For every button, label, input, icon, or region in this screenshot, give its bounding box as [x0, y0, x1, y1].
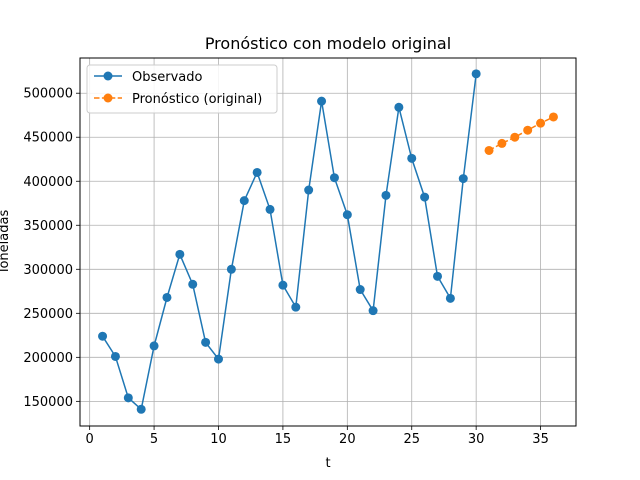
x-axis-ticks: 0 5 10 15 20 25 30 35: [86, 426, 549, 447]
plot-area-frame: [79, 57, 577, 427]
series-0-point: [188, 279, 198, 289]
series-0-point: [368, 306, 378, 316]
series-1-point: [510, 132, 520, 142]
y-tick-label: 350000: [23, 219, 73, 234]
series-1-point: [536, 118, 546, 128]
legend-label-pronostico: Pronóstico (original): [132, 92, 262, 107]
series-0-point: [98, 331, 108, 341]
series-1-point: [484, 145, 494, 155]
series-0-point: [239, 196, 249, 206]
series-0-point: [136, 404, 146, 414]
x-tick-label: 20: [339, 432, 356, 447]
y-tick-label: 200000: [23, 351, 73, 366]
series-0-point: [162, 292, 172, 302]
series-1-point: [497, 138, 507, 148]
series-1-point: [548, 112, 558, 122]
series-0-point: [226, 264, 236, 274]
legend-marker-pronostico: [103, 93, 113, 103]
y-axis-ticks: 150000 200000 250000 300000 350000 400000 4500…: [23, 87, 80, 410]
series-0-point: [381, 190, 391, 200]
y-axis-label: Toneladas: [0, 210, 12, 276]
series-0-point: [149, 341, 159, 351]
series-0-point: [407, 153, 417, 163]
series-0-point: [265, 204, 275, 214]
legend-frame: [86, 64, 278, 114]
series-0-point: [252, 167, 262, 177]
x-tick-label: 25: [403, 432, 420, 447]
y-tick-label: 500000: [23, 87, 73, 102]
legend-label-observado: Observado: [132, 70, 203, 85]
series-0-point: [355, 285, 365, 295]
x-tick-label: 30: [468, 432, 485, 447]
legend-marker-observado: [103, 71, 113, 81]
series-0-point: [213, 354, 223, 364]
legend: Observado Pronóstico (original): [86, 64, 278, 114]
chart-title: Pronóstico con modelo original: [205, 34, 451, 53]
series-1-point: [523, 125, 533, 135]
series-0-point: [394, 102, 404, 112]
x-tick-label: 5: [150, 432, 158, 447]
series-0-point: [317, 96, 327, 106]
x-tick-label: 0: [86, 432, 94, 447]
series-0-point: [175, 249, 185, 259]
series-0-point: [304, 185, 314, 195]
x-axis-label: t: [325, 456, 330, 471]
series-0-point: [433, 271, 443, 281]
series-0-point: [445, 293, 455, 303]
series-0-point: [110, 351, 120, 361]
y-tick-label: 450000: [23, 131, 73, 146]
series-0: [98, 69, 481, 414]
x-tick-label: 35: [532, 432, 549, 447]
y-tick-label: 250000: [23, 307, 73, 322]
series-layer: [98, 69, 558, 414]
series-0-point: [291, 302, 301, 312]
y-tick-label: 400000: [23, 175, 73, 190]
series-0-point: [201, 337, 211, 347]
series-0-point: [342, 210, 352, 220]
x-tick-label: 15: [275, 432, 292, 447]
series-line-0: [101, 73, 477, 411]
series-1: [484, 112, 558, 155]
series-0-point: [329, 173, 339, 183]
series-0-point: [471, 69, 481, 79]
y-tick-label: 150000: [23, 395, 73, 410]
series-0-point: [278, 280, 288, 290]
x-tick-label: 10: [210, 432, 227, 447]
series-0-point: [420, 192, 430, 202]
series-0-point: [458, 174, 468, 184]
y-tick-label: 300000: [23, 263, 73, 278]
series-0-point: [123, 393, 133, 403]
